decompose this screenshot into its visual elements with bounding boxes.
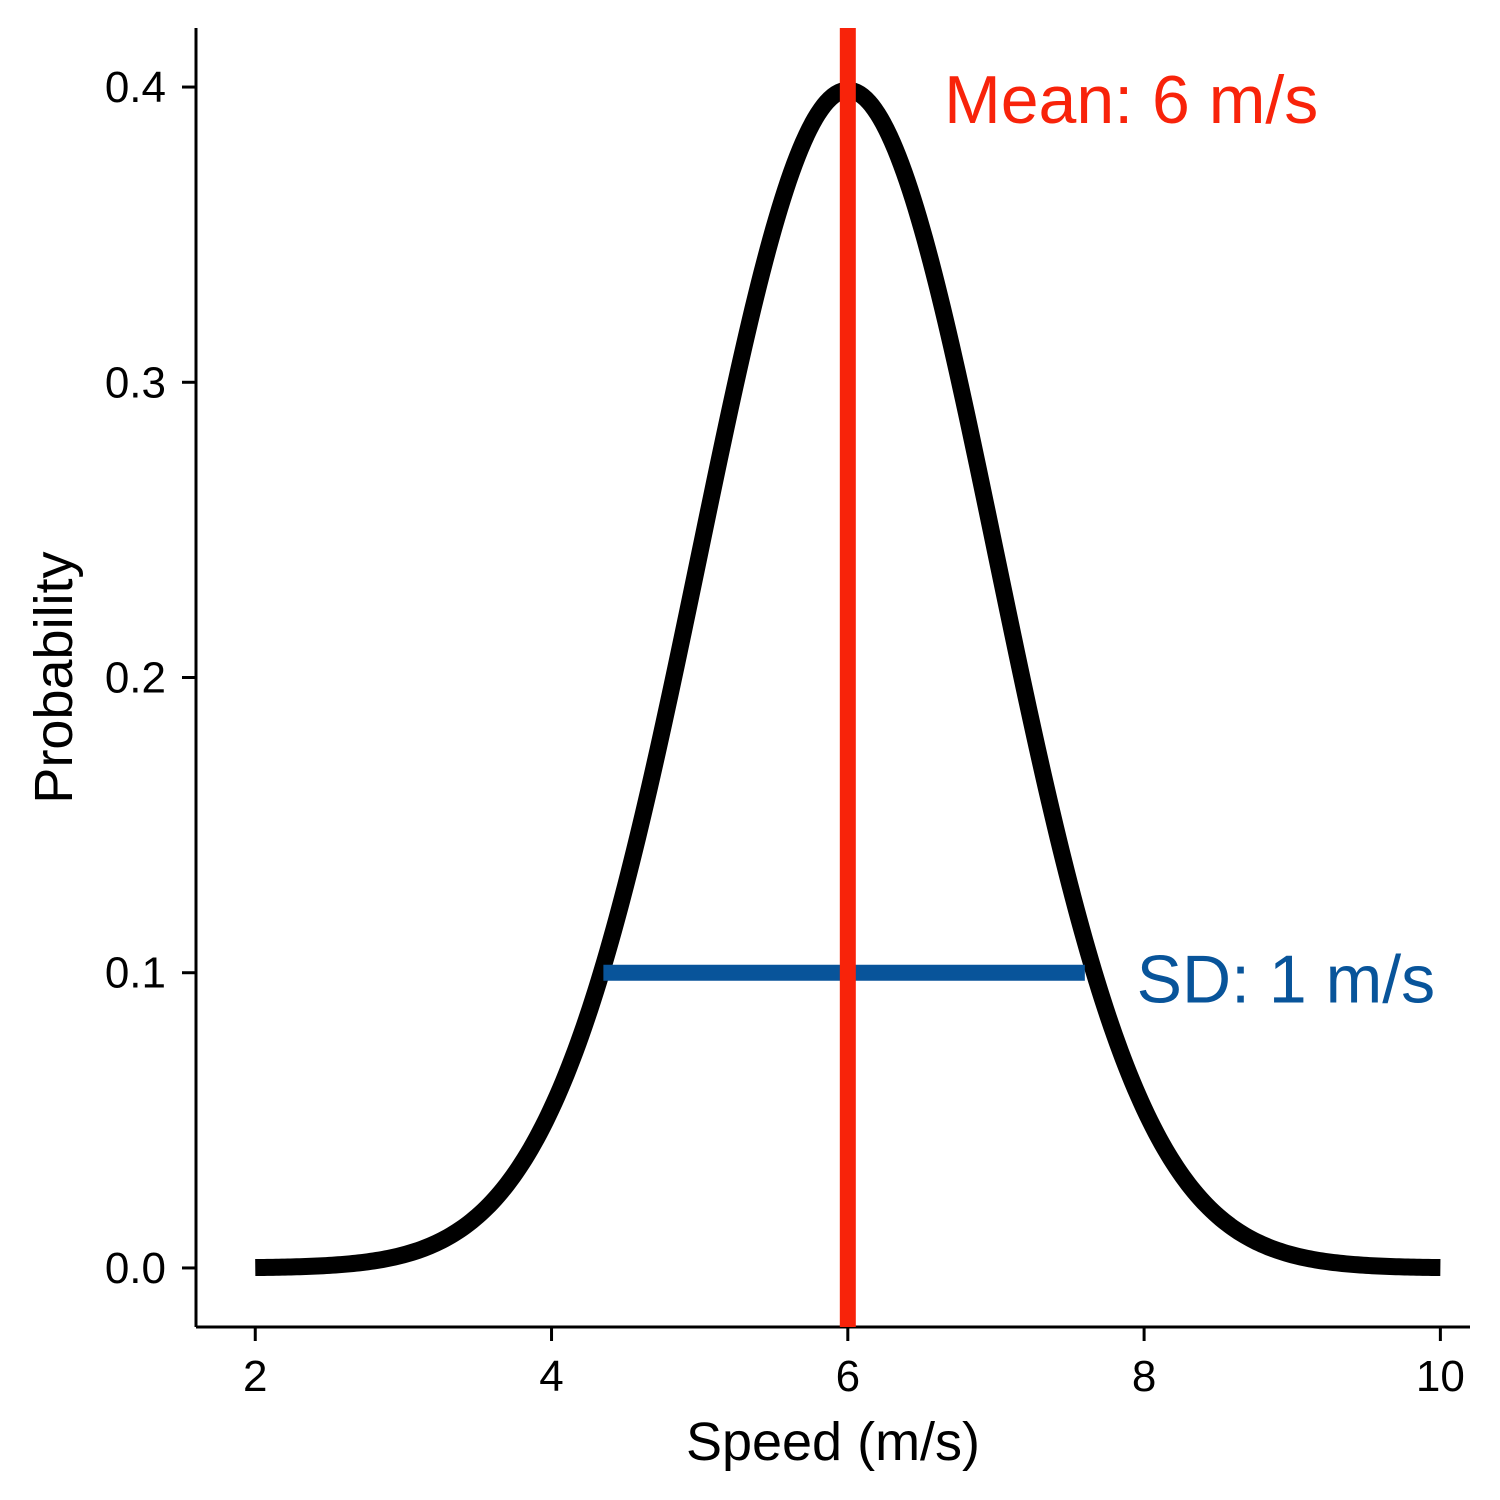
chart-labels: Speed (m/s) Probability [24,551,980,1472]
x-tick-label: 4 [539,1352,563,1401]
plot-marks: Mean: 6 m/s SD: 1 m/s [249,28,1446,1327]
y-axis-title: Probability [24,551,84,803]
axes: 2 4 6 8 10 0.0 0.1 0.2 0.3 0.4 [105,28,1470,1401]
x-tick-label: 10 [1416,1352,1465,1401]
mean-annotation: Mean: 6 m/s [944,62,1318,138]
x-axis-title: Speed (m/s) [686,1412,980,1472]
y-tick-label: 0.4 [105,63,166,112]
y-tick-label: 0.1 [105,949,166,998]
x-tick-label: 8 [1132,1352,1156,1401]
x-tick-label: 6 [836,1352,860,1401]
y-tick-label: 0.0 [105,1244,166,1293]
x-tick-label: 2 [243,1352,267,1401]
sd-annotation: SD: 1 m/s [1137,942,1436,1018]
y-tick-label: 0.2 [105,654,166,703]
y-tick-label: 0.3 [105,358,166,407]
